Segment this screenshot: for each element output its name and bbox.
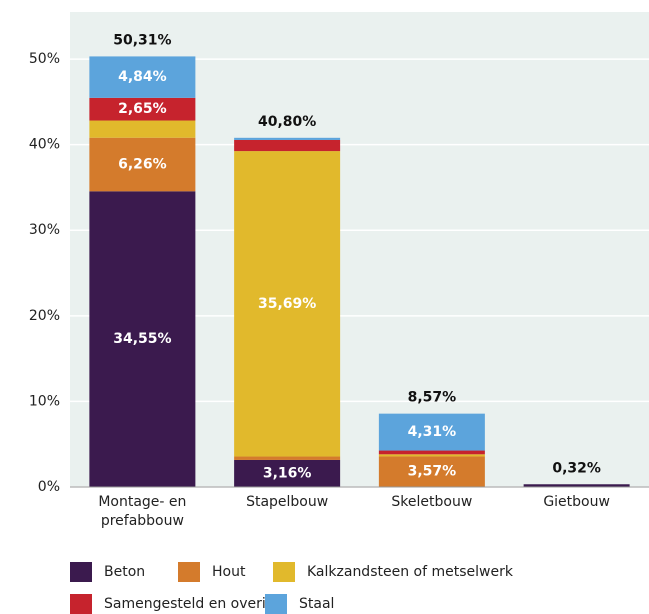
x-tick-label: Stapelbouw bbox=[246, 494, 329, 510]
bar-segment bbox=[234, 139, 341, 152]
y-tick-label: 50% bbox=[29, 51, 60, 67]
legend-label: Kalkzandsteen of metselwerk bbox=[307, 564, 514, 580]
bar-segment bbox=[89, 120, 196, 138]
bar-segment bbox=[378, 450, 485, 455]
value-label: 2,65% bbox=[118, 101, 167, 117]
total-label: 8,57% bbox=[408, 390, 457, 406]
legend-swatch bbox=[70, 562, 92, 582]
bar-segment bbox=[89, 191, 196, 487]
value-label: 34,55% bbox=[113, 331, 171, 347]
value-label: 6,26% bbox=[118, 157, 167, 173]
bar-segment bbox=[89, 56, 196, 98]
bar-segment bbox=[378, 456, 485, 487]
value-label: 35,69% bbox=[258, 296, 316, 312]
legend-label: Hout bbox=[212, 564, 246, 580]
bar-segment bbox=[378, 454, 485, 457]
bar-segment bbox=[234, 137, 341, 140]
bar-segment bbox=[89, 137, 196, 192]
y-tick-label: 20% bbox=[29, 308, 60, 324]
value-label: 3,16% bbox=[263, 465, 312, 481]
x-tick-label: Gietbouw bbox=[543, 494, 610, 510]
x-tick-label: Montage- en prefabbouw bbox=[98, 494, 187, 529]
total-label: 40,80% bbox=[258, 114, 316, 130]
bar-segment bbox=[234, 456, 341, 460]
value-label: 4,31% bbox=[408, 424, 457, 440]
legend-label: Staal bbox=[299, 596, 334, 612]
bar-segment bbox=[523, 484, 630, 487]
legend-swatch bbox=[178, 562, 200, 582]
y-tick-label: 30% bbox=[29, 222, 60, 238]
legend-swatch bbox=[265, 594, 287, 614]
legend-label: Samengesteld en overig bbox=[104, 596, 275, 612]
legend-swatch bbox=[273, 562, 295, 582]
value-label: 4,84% bbox=[118, 69, 167, 85]
x-tick-label: Skeletbouw bbox=[391, 494, 473, 510]
total-label: 50,31% bbox=[113, 32, 171, 48]
y-tick-label: 40% bbox=[29, 137, 60, 153]
bar-segment bbox=[89, 97, 196, 121]
bar-segment bbox=[234, 151, 341, 457]
legend-label: Beton bbox=[104, 564, 145, 580]
y-tick-label: 10% bbox=[29, 393, 60, 409]
bar-segment bbox=[378, 413, 485, 451]
legend-swatch bbox=[70, 594, 92, 614]
bar-segment bbox=[234, 459, 341, 487]
y-tick-label: 0% bbox=[38, 479, 60, 495]
total-label: 0,32% bbox=[552, 460, 601, 476]
value-label: 3,57% bbox=[408, 464, 457, 480]
